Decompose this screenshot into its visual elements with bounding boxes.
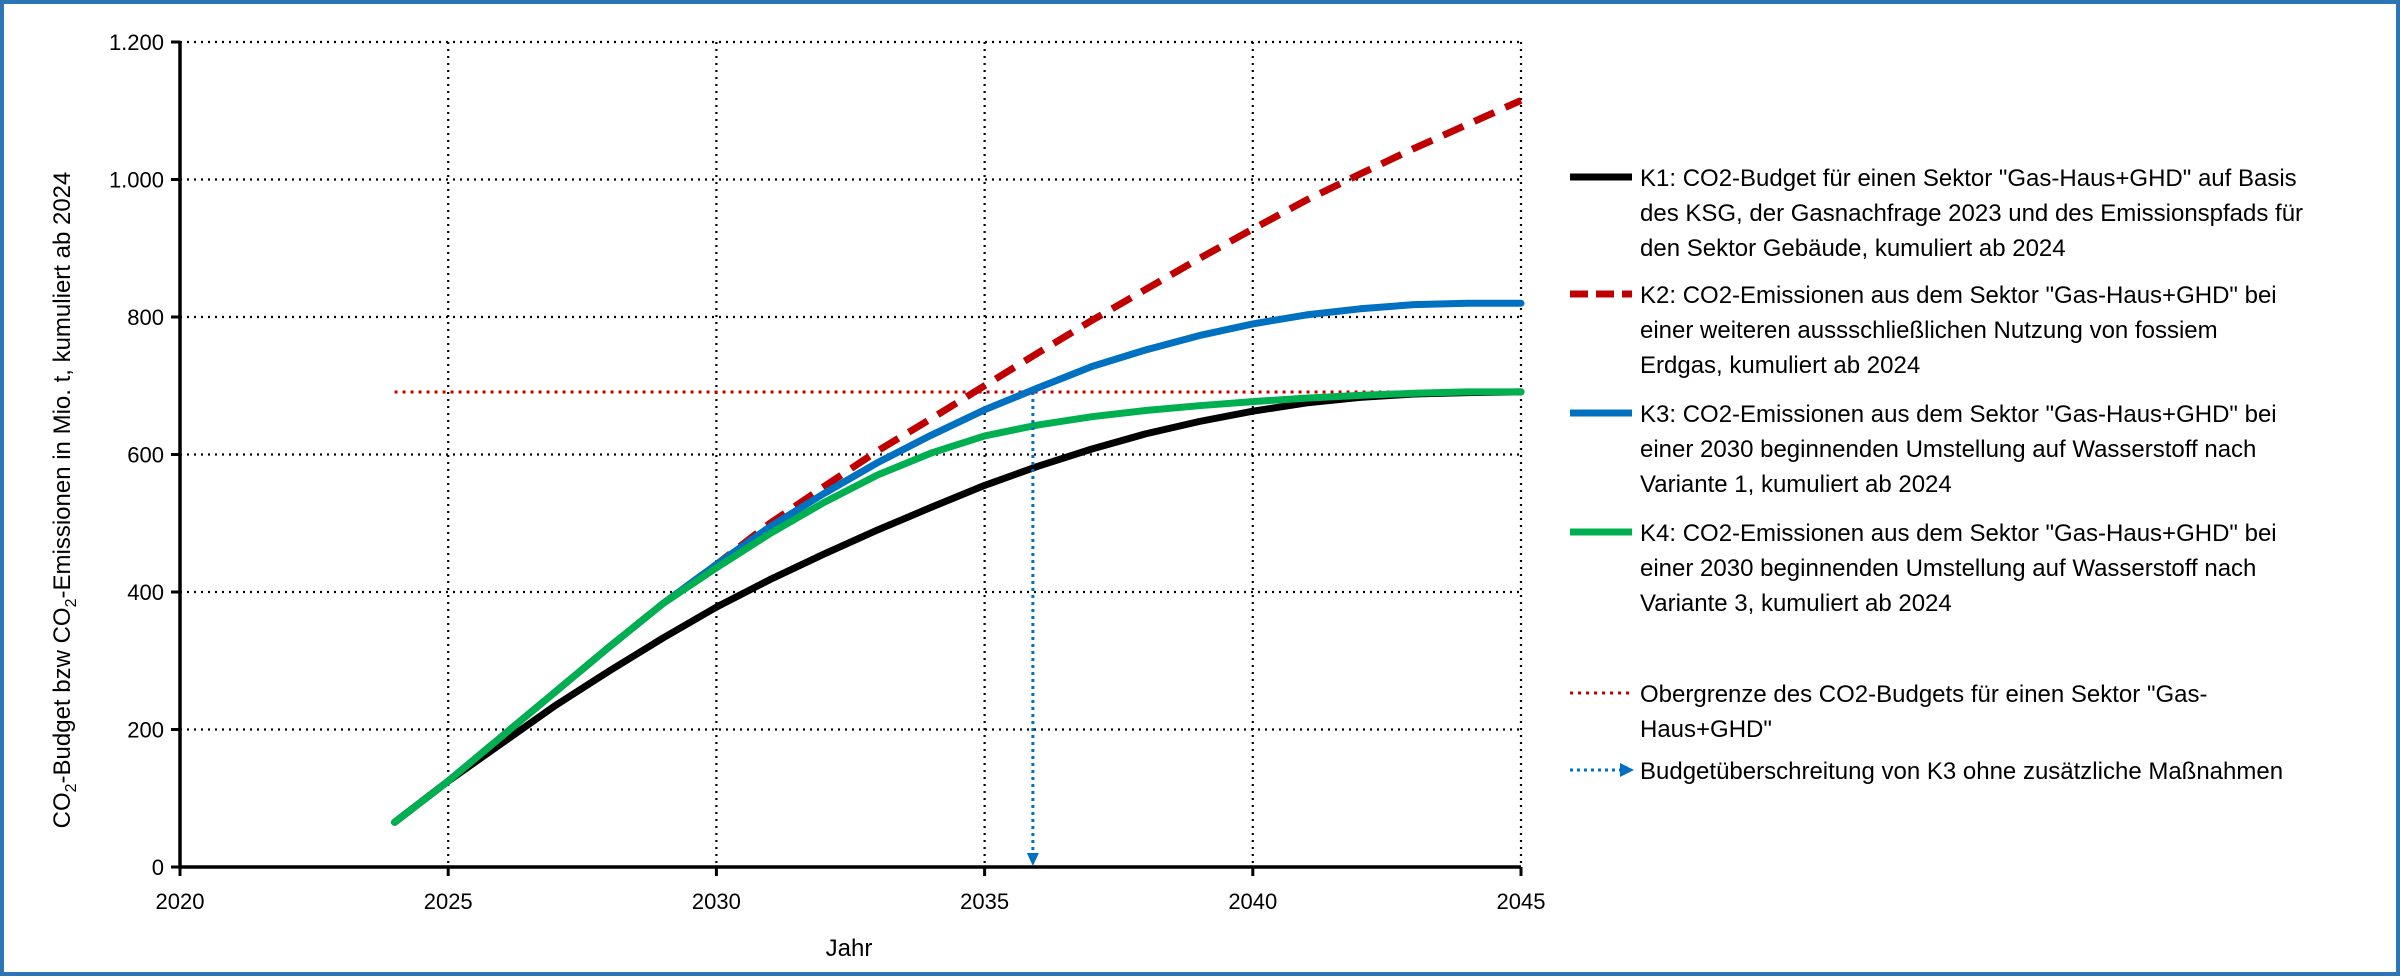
- x-axis-title: Jahr: [826, 935, 873, 962]
- grid-lines: [180, 40, 1523, 867]
- legend-label: K2: CO2-Emissionen aus dem Sektor "Gas-H…: [1640, 282, 2277, 309]
- y-tick-label: 200: [127, 718, 164, 743]
- series-lines: [391, 97, 1525, 866]
- legend-label: den Sektor Gebäude, kumuliert ab 2024: [1640, 235, 2066, 262]
- series-line-k1: [391, 388, 1525, 826]
- tick-labels: 0 200 400 600 800 1.000 1.200 2020 2025 2030 2035 2…: [109, 30, 1546, 914]
- y-tick-label: 400: [127, 580, 164, 605]
- legend-label: Variante 1, kumuliert ab 2024: [1640, 471, 1952, 498]
- y-tick-label: 800: [127, 305, 164, 330]
- legend-label: K4: CO2-Emissionen aus dem Sektor "Gas-H…: [1640, 520, 2277, 547]
- y-tick-label: 600: [127, 443, 164, 468]
- legend-entry-5: Obergrenze des CO2-Budgets für einen Sek…: [1570, 681, 2207, 743]
- legend-label: einer 2030 beginnenden Umstellung auf Wa…: [1640, 436, 2256, 463]
- x-tick-label: 2035: [960, 889, 1009, 914]
- x-tick-label: 2025: [424, 889, 473, 914]
- legend-entry-1: K1: CO2-Budget für einen Sektor "Gas-Hau…: [1570, 165, 2303, 262]
- axes: [171, 40, 1523, 876]
- x-tick-label: 2020: [156, 889, 205, 914]
- legend-entry-4: K4: CO2-Emissionen aus dem Sektor "Gas-H…: [1570, 520, 2277, 617]
- y-tick-label: 1.200: [109, 30, 164, 55]
- exceedance-arrow-head: [1026, 853, 1039, 866]
- legend-label: Variante 3, kumuliert ab 2024: [1640, 590, 1952, 617]
- series-line-k2: [392, 97, 1523, 826]
- legend-label: einer 2030 beginnenden Umstellung auf Wa…: [1640, 555, 2256, 582]
- legend-label: Haus+GHD": [1640, 716, 1772, 743]
- legend-label: Obergrenze des CO2-Budgets für einen Sek…: [1640, 681, 2207, 708]
- y-tick-label: 0: [152, 855, 164, 880]
- legend-label: einer weiteren aussschließlichen Nutzung…: [1640, 317, 2218, 344]
- y-tick-label: 1.000: [109, 168, 164, 193]
- x-tick-label: 2045: [1497, 889, 1546, 914]
- series-line-k3: [391, 299, 1525, 826]
- legend-label: des KSG, der Gasnachfrage 2023 und des E…: [1640, 200, 2303, 227]
- legend-label: K1: CO2-Budget für einen Sektor "Gas-Hau…: [1640, 165, 2297, 192]
- legend-entry-6: Budgetüberschreitung von K3 ohne zusätzl…: [1570, 758, 2283, 785]
- legend-arrow-head: [1620, 763, 1634, 777]
- legend: K1: CO2-Budget für einen Sektor "Gas-Hau…: [1570, 165, 2303, 785]
- series-line-k4: [391, 388, 1525, 826]
- legend-label: K3: CO2-Emissionen aus dem Sektor "Gas-H…: [1640, 401, 2277, 428]
- x-tick-label: 2040: [1228, 889, 1277, 914]
- legend-label: Budgetüberschreitung von K3 ohne zusätzl…: [1640, 758, 2283, 785]
- legend-label: Erdgas, kumuliert ab 2024: [1640, 352, 1920, 379]
- x-tick-label: 2030: [692, 889, 741, 914]
- legend-entry-3: K3: CO2-Emissionen aus dem Sektor "Gas-H…: [1570, 401, 2277, 498]
- y-axis-title: CO2-Budget bzw CO2-Emissionen in Mio. t,…: [49, 172, 80, 829]
- line-chart: 0 200 400 600 800 1.000 1.200 2020 2025 2030 2035 2…: [49, 30, 2303, 962]
- legend-entry-2: K2: CO2-Emissionen aus dem Sektor "Gas-H…: [1570, 282, 2277, 379]
